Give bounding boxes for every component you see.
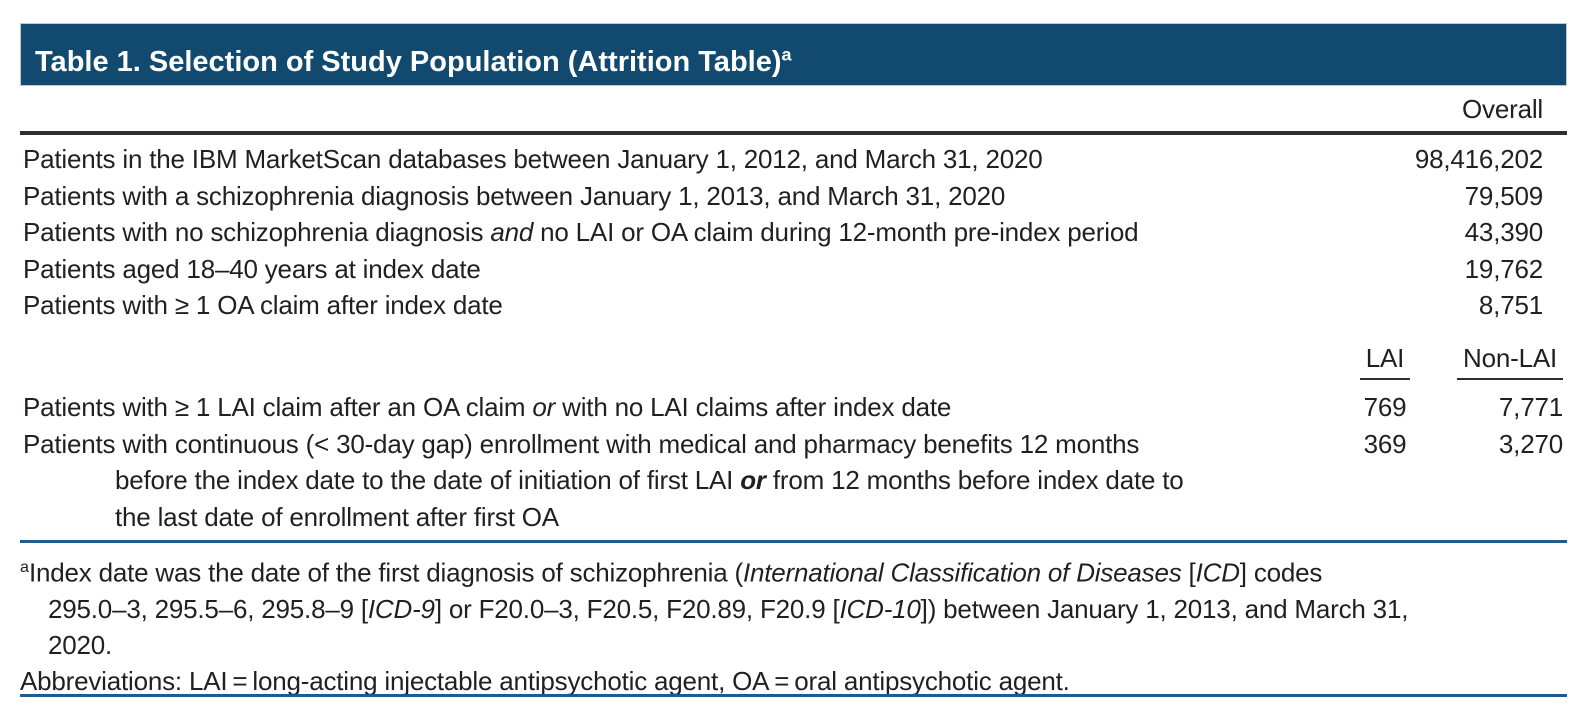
table-row: Patients with a schizophrenia diagnosis … — [20, 178, 1567, 215]
table-row: Patients with no schizophrenia diagnosis… — [20, 214, 1567, 251]
footnotes: aIndex date was the date of the first di… — [20, 549, 1575, 699]
row-label: Patients aged 18–40 years at index date — [23, 253, 481, 284]
group-rows-group: Patients with ≥ 1 LAI claim after an OA … — [20, 389, 1567, 535]
row-label: Patients with continuous (< 30-day gap) … — [23, 428, 1184, 532]
overall-value: 79,509 — [1464, 180, 1544, 211]
footnote-rule — [20, 540, 1567, 543]
table-row: Patients aged 18–40 years at index date … — [20, 251, 1567, 288]
table-row: Patients with ≥ 1 LAI claim after an OA … — [20, 389, 1567, 426]
row-label: Patients in the IBM MarketScan databases… — [23, 144, 1043, 174]
footnote-a: aIndex date was the date of the first di… — [20, 557, 1409, 660]
column-header-nonlai: Non-LAI — [1427, 340, 1567, 380]
nonlai-value: 7,771 — [1498, 392, 1563, 422]
row-label: Patients with ≥ 1 OA claim after index d… — [23, 290, 503, 320]
table-row: Patients in the IBM MarketScan databases… — [20, 141, 1567, 178]
subheader-spacer — [20, 340, 1343, 381]
attrition-rows: Patients in the IBM MarketScan databases… — [20, 141, 1567, 535]
table-row: Patients with ≥ 1 OA claim after index d… — [20, 287, 1567, 324]
row-label: Patients with ≥ 1 LAI claim after an OA … — [23, 392, 952, 422]
table-title: Table 1. Selection of Study Population (… — [35, 44, 792, 78]
overall-value: 8,751 — [1478, 290, 1543, 320]
nonlai-header-label: Non-LAI — [1457, 340, 1563, 380]
column-header-overall: Overall — [1462, 94, 1543, 124]
subheader-row: LAI Non-LAI — [20, 340, 1567, 381]
lai-value: 769 — [1363, 392, 1407, 422]
overall-value: 43,390 — [1464, 217, 1544, 247]
lai-header-label: LAI — [1359, 340, 1411, 380]
overall-value: 19,762 — [1464, 253, 1544, 284]
table-row: Patients with continuous (< 30-day gap) … — [20, 426, 1567, 536]
overall-rows-group: Patients in the IBM MarketScan databases… — [20, 141, 1567, 324]
overall-value: 98,416,202 — [1414, 144, 1543, 174]
bottom-rule — [20, 694, 1567, 697]
column-header-lai: LAI — [1343, 340, 1427, 380]
row-label: Patients with no schizophrenia diagnosis… — [23, 217, 1139, 247]
header-rule — [20, 131, 1567, 135]
table-title-bar: Table 1. Selection of Study Population (… — [20, 23, 1567, 86]
nonlai-value: 3,270 — [1498, 428, 1563, 459]
row-label: Patients with a schizophrenia diagnosis … — [23, 180, 1006, 211]
lai-value: 369 — [1363, 428, 1407, 459]
abbreviations-note: Abbreviations: LAI = long-acting injecta… — [20, 665, 1070, 696]
